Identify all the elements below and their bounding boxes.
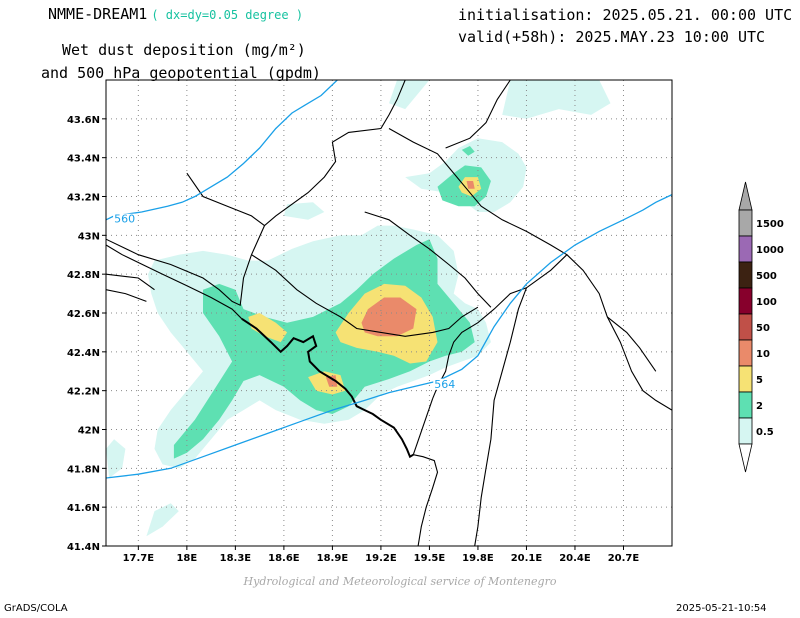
dust-area-level-0 — [146, 503, 179, 537]
montenegro-coastline — [241, 317, 414, 459]
dust-area-level-1 — [461, 146, 475, 156]
variable-title-line2: and 500 hPa geopotential (gpdm) — [41, 64, 321, 82]
contour-label-background — [433, 378, 456, 390]
longitude-label: 18E — [176, 553, 197, 564]
border-line — [388, 128, 568, 399]
legend-swatch — [738, 235, 753, 263]
border-line — [186, 172, 265, 227]
valid-time: valid(+58h): 2025.MAY.23 10:00 UTC — [458, 28, 766, 46]
longitude-label: 20.4E — [559, 553, 591, 564]
border-line — [412, 398, 434, 455]
render-timestamp: 2025-05-21-10:54 — [676, 603, 767, 614]
credit-text: Hydrological and Meteorological service … — [243, 575, 557, 588]
longitude-label: 20.7E — [608, 553, 640, 564]
legend-label: 100 — [756, 297, 777, 308]
dust-area-level-0 — [283, 202, 325, 220]
legend-swatch — [738, 391, 753, 419]
legend-label: 50 — [756, 323, 770, 334]
geopotential-line-560 — [106, 80, 338, 221]
legend-label: 500 — [756, 271, 777, 282]
model-name: NMME-DREAM1 — [48, 5, 148, 23]
border-line — [445, 80, 511, 149]
legend-swatch — [738, 287, 753, 315]
country-borders — [106, 80, 672, 546]
legend-swatch — [738, 313, 753, 341]
variable-title-line1: Wet dust deposition (mg/m²) — [62, 41, 306, 59]
initialisation-time: initialisation: 2025.05.21. 00:00 UTC — [458, 6, 793, 24]
latitude-label: 41.8N — [67, 464, 100, 475]
coastline-south — [413, 454, 439, 546]
legend-label: 5 — [756, 375, 763, 386]
legend-label: 0.5 — [756, 427, 774, 438]
legend-swatch — [738, 339, 753, 367]
border-line — [474, 287, 528, 546]
latitude-label: 41.4N — [67, 542, 100, 553]
border-line — [106, 273, 155, 291]
legend-label: 10 — [756, 349, 770, 360]
legend-label: 1500 — [756, 219, 784, 230]
longitude-label: 17.7E — [123, 553, 155, 564]
contour-label: 560 — [114, 213, 135, 226]
color-legend: 1500 1000 500 100 50 10 5 2 0.5 — [738, 181, 784, 473]
latitude-label: 42.8N — [67, 270, 100, 281]
latitude-label: 42.2N — [67, 387, 100, 398]
legend-label: 1000 — [756, 245, 784, 256]
axis-ticks: 17.7E 18E 18.3E 18.6E 18.9E 19.2E 19.5E 19.8E 20… — [67, 115, 639, 564]
legend-arrow-top — [738, 181, 753, 211]
longitude-label: 18.3E — [220, 553, 252, 564]
latitude-label: 42.4N — [67, 348, 100, 359]
dust-area-level-0 — [502, 80, 611, 119]
software-label: GrADS/COLA — [4, 603, 68, 614]
longitude-label: 19.8E — [462, 553, 494, 564]
border-line — [606, 316, 657, 372]
geopotential-line-564 — [106, 194, 672, 479]
latitude-label: 42.6N — [67, 309, 100, 320]
dust-area-level-2 — [308, 371, 346, 395]
contour-label-background — [113, 213, 136, 225]
legend-swatch — [738, 417, 753, 445]
latitude-label: 42N — [78, 426, 100, 437]
longitude-label: 18.9E — [317, 553, 349, 564]
latitude-label: 43.6N — [67, 115, 100, 126]
model-resolution: ( dx=dy=0.05 degree ) — [151, 8, 304, 22]
longitude-label: 19.2E — [365, 553, 397, 564]
dust-area-level-3 — [466, 181, 475, 189]
dust-area-level-2 — [248, 313, 288, 343]
legend-swatch — [738, 261, 753, 289]
geopotential-contours: 560 564 — [106, 80, 672, 479]
dust-area-level-0 — [389, 80, 430, 110]
longitude-label: 18.6E — [268, 553, 300, 564]
dust-area-level-3 — [361, 297, 417, 337]
legend-swatch — [738, 209, 753, 237]
legend-arrow-bottom — [738, 443, 753, 473]
latitude-label: 43N — [78, 231, 100, 242]
border-line — [364, 211, 492, 308]
latitude-label: 43.4N — [67, 154, 100, 165]
border-line — [106, 80, 406, 307]
dust-area-level-3 — [325, 375, 338, 387]
legend-label: 2 — [756, 401, 763, 412]
dust-deposition-fields — [106, 80, 611, 537]
longitude-label: 20.1E — [511, 553, 543, 564]
legend-swatch — [738, 365, 753, 393]
latitude-label: 43.2N — [67, 193, 100, 204]
border-line — [566, 254, 672, 411]
dust-area-level-0 — [106, 439, 126, 478]
contour-label: 564 — [434, 378, 455, 391]
latitude-label: 41.6N — [67, 503, 100, 514]
model-title: NMME-DREAM1( dx=dy=0.05 degree ) — [48, 5, 303, 23]
longitude-label: 19.5E — [414, 553, 446, 564]
border-line — [251, 254, 479, 337]
coastline-north — [106, 244, 243, 320]
border-line — [106, 289, 147, 302]
